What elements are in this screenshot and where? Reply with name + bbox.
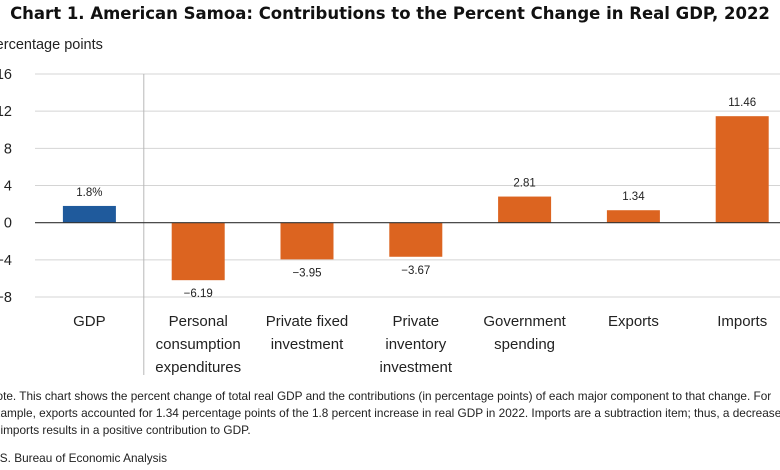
value-label: −6.19: [184, 288, 213, 300]
category-label: Exports: [608, 313, 659, 330]
category-label: consumption: [156, 336, 241, 353]
y-axis-ticks: 16 12 8 4 0 −4 −8: [0, 67, 12, 306]
category-label: investment: [380, 359, 453, 376]
y-tick-label: 8: [4, 141, 12, 157]
bar: [280, 222, 334, 260]
category-label: Private fixed: [266, 313, 349, 330]
category-label: expenditures: [155, 359, 241, 376]
bar: [606, 210, 660, 223]
y-tick-label: 12: [0, 104, 12, 120]
y-tick-label: 4: [4, 179, 12, 195]
category-label: Imports: [717, 313, 767, 330]
y-tick-label: −4: [0, 253, 12, 269]
bar: [498, 196, 552, 223]
value-label: −3.67: [401, 265, 430, 277]
category-label: Private: [392, 313, 439, 330]
chart-note: Note. This chart shows the percent chang…: [0, 389, 780, 437]
y-axis-unit-label: Percentage points: [0, 37, 103, 53]
bar: [62, 205, 116, 223]
bar: [171, 222, 225, 281]
value-label: 1.34: [622, 191, 645, 203]
chart-title: Chart 1. American Samoa: Contributions t…: [10, 4, 770, 23]
chart-source: U.S. Bureau of Economic Analysis: [0, 451, 168, 465]
bar: [715, 116, 769, 223]
category-label: spending: [494, 336, 555, 353]
value-label: −3.95: [292, 267, 321, 279]
gridlines: [35, 73, 780, 375]
bars: [35, 116, 780, 281]
y-tick-label: −8: [0, 290, 12, 306]
y-tick-label: 0: [4, 216, 12, 232]
bar: [389, 222, 443, 257]
bar-chart: 1612840−4−8 1.8%−6.19−3.95−3.672.811.341…: [0, 67, 780, 376]
category-label: GDP: [73, 313, 106, 330]
y-tick-label: 16: [0, 67, 12, 83]
value-labels: 1.8% −6.19 −3.95 −3.67 2.81 1.34 11.46: [76, 97, 756, 300]
category-label: investment: [271, 336, 344, 353]
category-label: inventory: [385, 336, 446, 353]
category-label: Government: [483, 313, 566, 330]
category-labels: GDP Personal consumption expenditures Privat…: [73, 313, 767, 376]
value-label: 1.8%: [76, 187, 102, 199]
category-label: Personal: [169, 313, 228, 330]
value-label: 11.46: [728, 97, 756, 109]
value-label: 2.81: [513, 178, 535, 190]
